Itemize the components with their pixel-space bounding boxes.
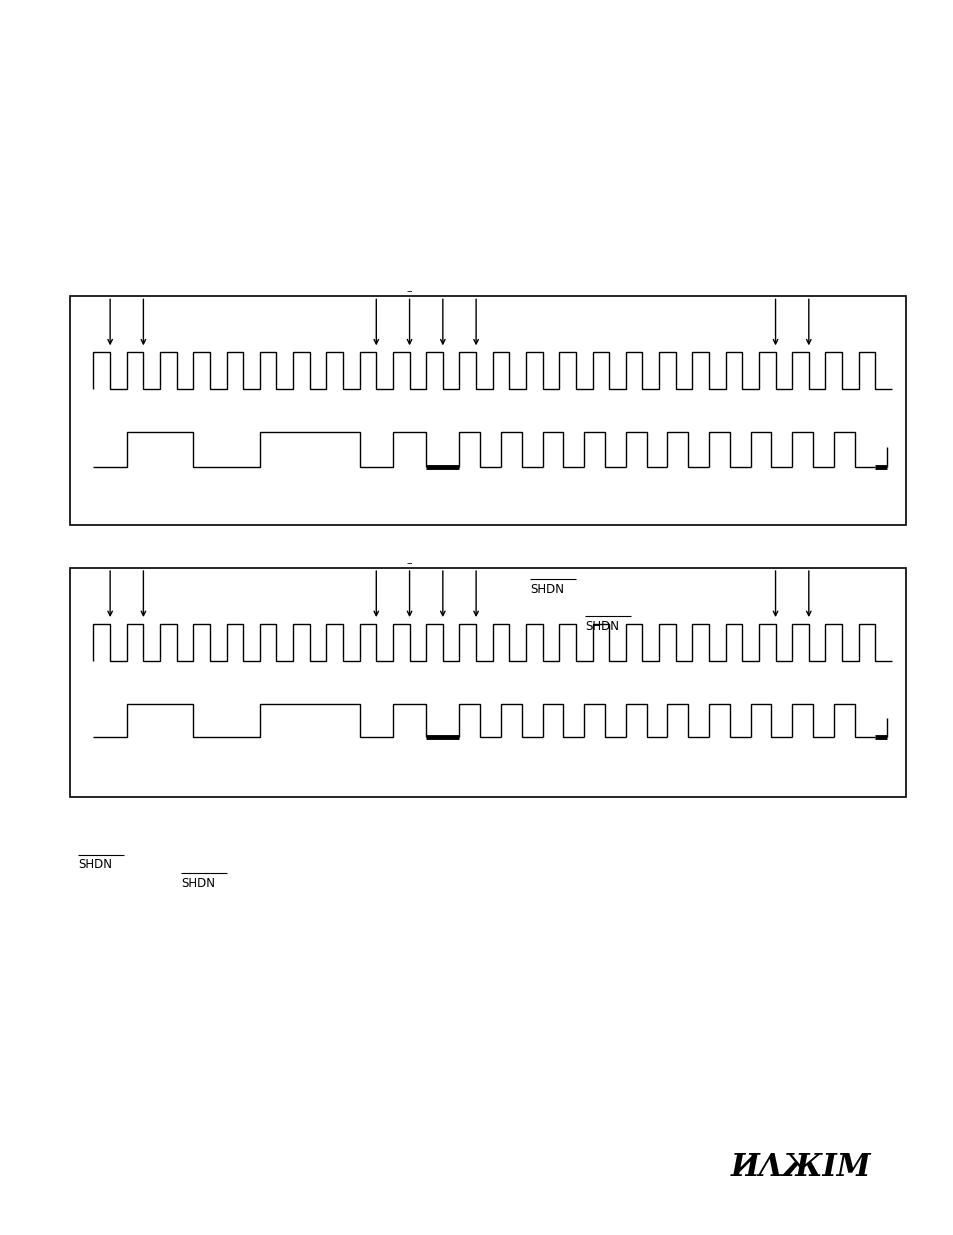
Text: ИΛЖIM: ИΛЖIM [730,1152,871,1183]
Bar [70,568,905,797]
Text: SHDN: SHDN [584,620,618,634]
Text: SHDN: SHDN [78,858,112,872]
Bar [70,296,905,525]
Text: –: – [406,287,412,296]
Text: –: – [406,558,412,568]
Text: SHDN: SHDN [530,583,564,597]
Text: SHDN: SHDN [181,877,215,890]
